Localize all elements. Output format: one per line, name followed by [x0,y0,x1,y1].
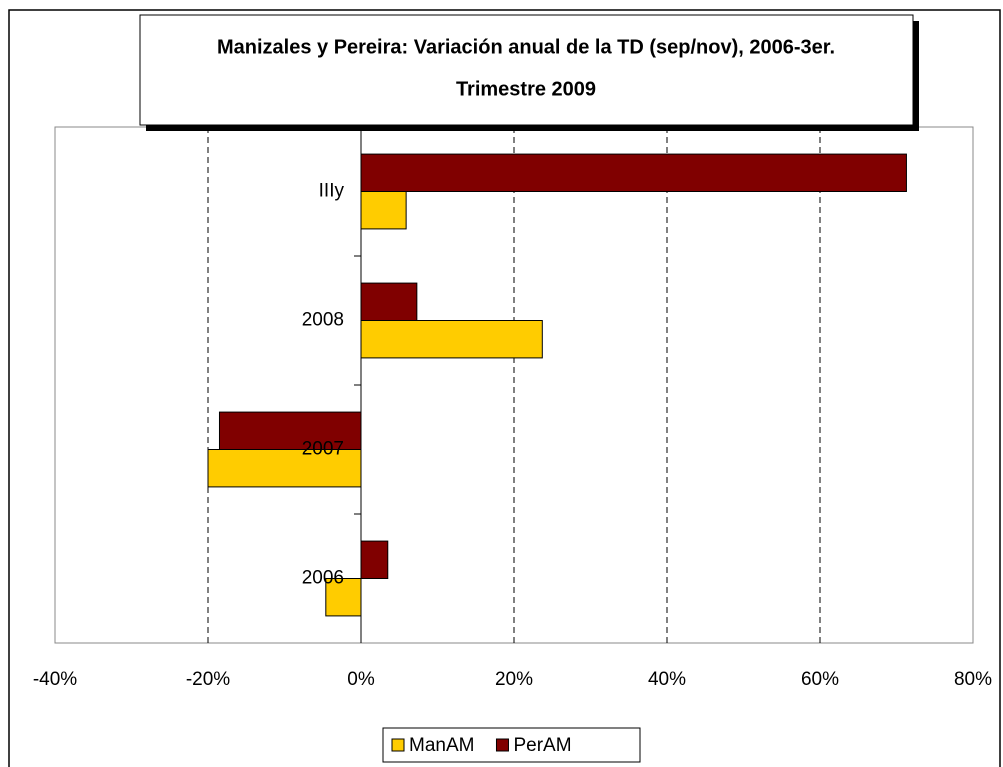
legend-box [382,727,641,763]
bar [218,411,362,450]
y-tick-label: IIIy [319,181,345,202]
x-tick-label: 40% [648,669,686,690]
bar [360,153,907,192]
bar [360,191,407,230]
y-tick-label: 2006 [302,568,344,589]
x-tick-label: -20% [186,669,230,690]
legend-swatch [495,738,509,752]
x-tick-label: 60% [801,669,839,690]
legend-swatch [391,738,405,752]
chart-title: Trimestre 2009 [456,78,596,100]
x-tick-label: 80% [954,669,992,690]
legend-label: ManAM [409,735,474,756]
x-tick-label: 0% [347,669,375,690]
y-tick-label: 2007 [302,439,344,460]
chart-title: Manizales y Pereira: Variación anual de … [217,36,835,58]
y-tick-label: 2008 [302,310,344,331]
x-tick-label: 20% [495,669,533,690]
bar [360,282,418,321]
legend-label: PerAM [513,735,571,756]
title-box [139,14,914,126]
plot-area [54,126,974,644]
bar [207,449,362,488]
bar [360,540,389,580]
x-tick-label: -40% [33,669,77,690]
bar [360,320,543,359]
